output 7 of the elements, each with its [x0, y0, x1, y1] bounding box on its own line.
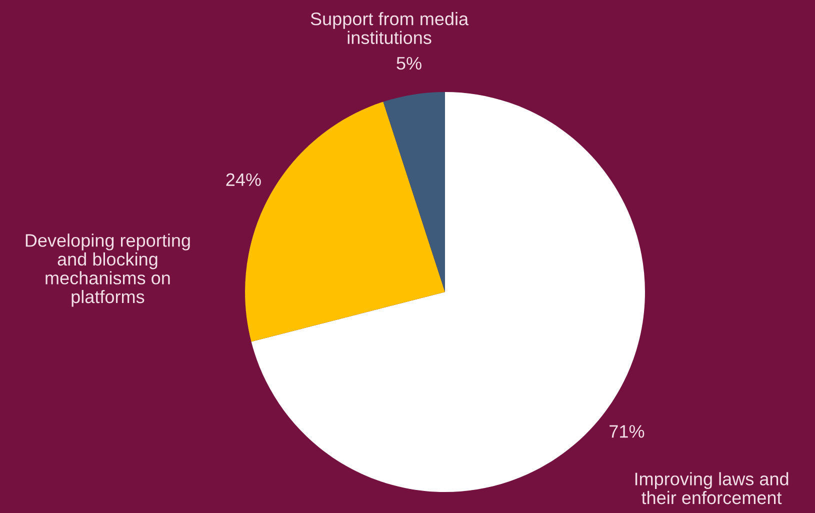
data-label: 5% [396, 56, 422, 70]
data-label: 71% [610, 425, 644, 438]
slice-label: Improving laws and their enforcement [635, 472, 788, 504]
pie-slice [383, 92, 445, 292]
slice-label: Developing reporting and blocking mechanisms on platforms [26, 234, 190, 307]
slice-label: Support from media institutions [310, 12, 469, 44]
data-label: 24% [226, 173, 261, 186]
